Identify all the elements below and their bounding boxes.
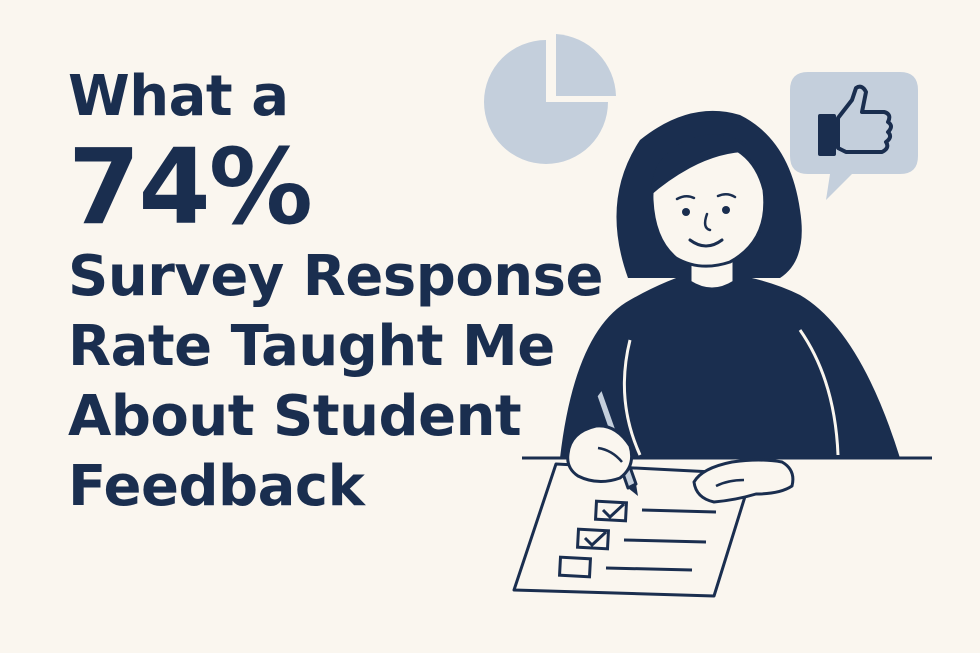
headline: What a 74% Survey Response Rate Taught M… <box>68 62 603 522</box>
headline-line-3: Survey Response <box>68 244 603 309</box>
thumbs-up-icon <box>818 84 893 156</box>
pie-chart-icon <box>484 34 616 164</box>
left-hand <box>566 424 634 483</box>
headline-line-1: What a <box>68 64 289 129</box>
survey-paper <box>512 462 754 598</box>
checkbox-icon <box>557 555 593 579</box>
checkbox-icon <box>575 527 611 551</box>
checkbox-icon <box>593 499 629 523</box>
headline-line-4: Rate Taught Me <box>68 314 555 379</box>
headline-line-5: About Student <box>68 384 522 449</box>
headline-percentage: 74% <box>68 126 313 248</box>
woman-figure <box>560 110 900 458</box>
headline-line-6: Feedback <box>68 454 365 519</box>
